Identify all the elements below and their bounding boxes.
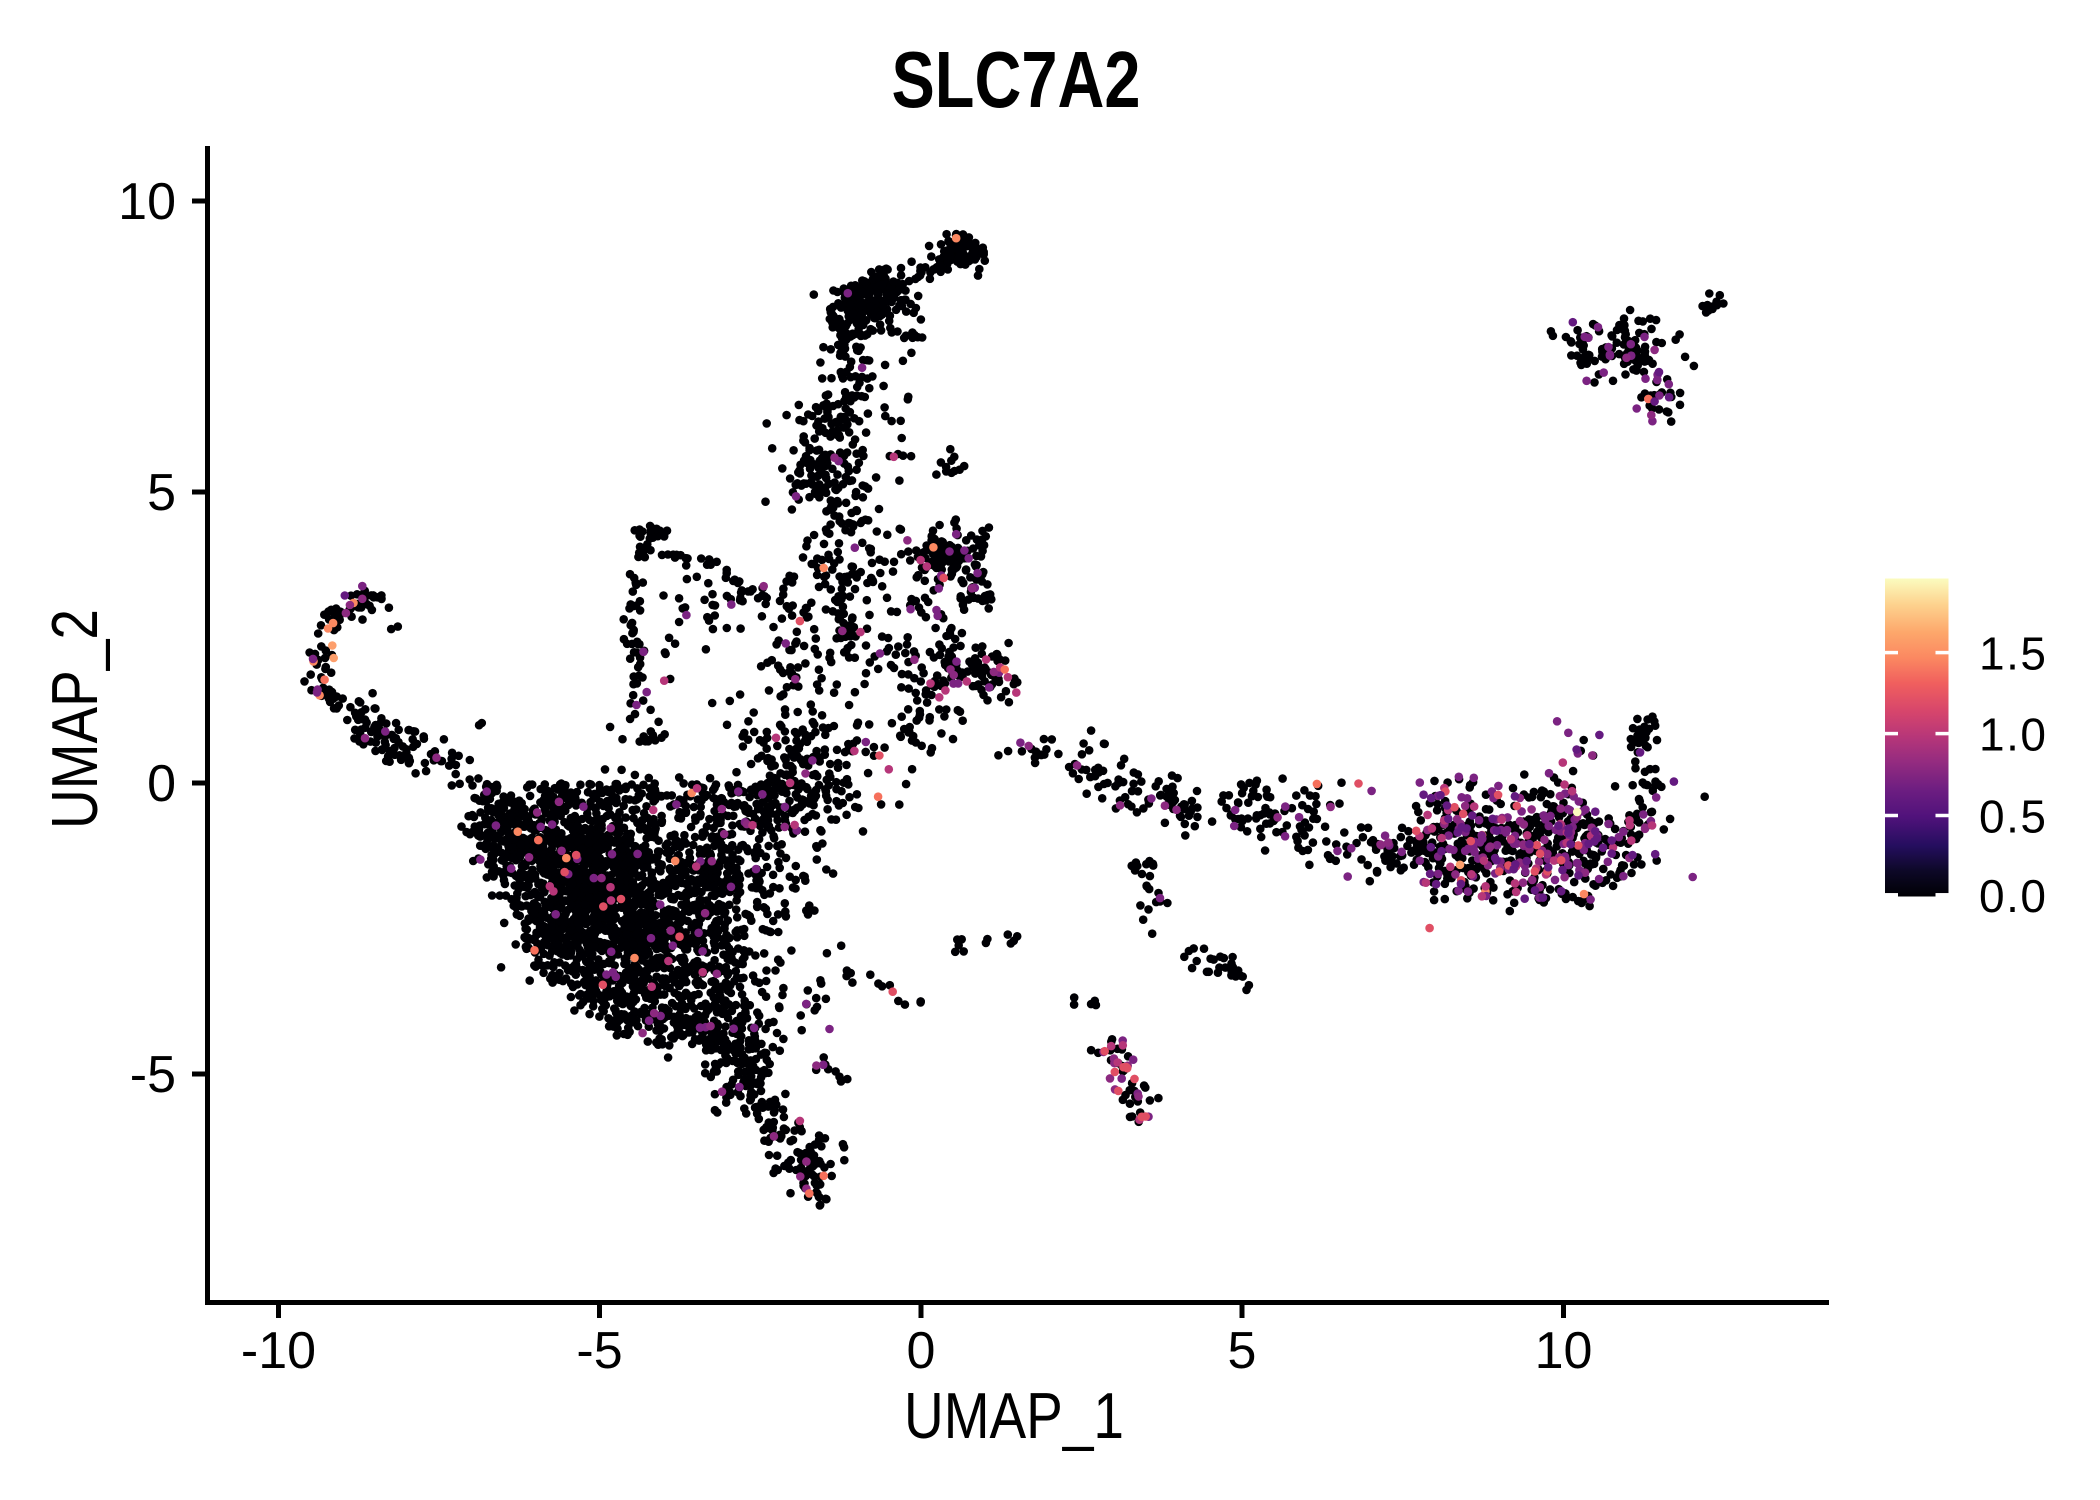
svg-text:-5: -5 bbox=[130, 1046, 176, 1104]
svg-text:SLC7A2: SLC7A2 bbox=[892, 35, 1141, 124]
svg-text:0: 0 bbox=[147, 755, 176, 813]
svg-text:UMAP_2: UMAP_2 bbox=[38, 609, 111, 829]
svg-text:0.5: 0.5 bbox=[1979, 791, 2047, 843]
svg-text:5: 5 bbox=[1228, 1322, 1257, 1380]
svg-text:1.5: 1.5 bbox=[1979, 628, 2047, 680]
svg-text:UMAP_1: UMAP_1 bbox=[904, 1379, 1124, 1452]
svg-text:-10: -10 bbox=[241, 1322, 316, 1380]
svg-text:10: 10 bbox=[1535, 1322, 1593, 1380]
svg-text:-5: -5 bbox=[576, 1322, 622, 1380]
svg-text:0.0: 0.0 bbox=[1979, 870, 2047, 922]
svg-text:0: 0 bbox=[907, 1322, 936, 1380]
svg-text:5: 5 bbox=[147, 464, 176, 522]
svg-text:10: 10 bbox=[118, 173, 176, 231]
svg-text:1.0: 1.0 bbox=[1979, 709, 2047, 761]
